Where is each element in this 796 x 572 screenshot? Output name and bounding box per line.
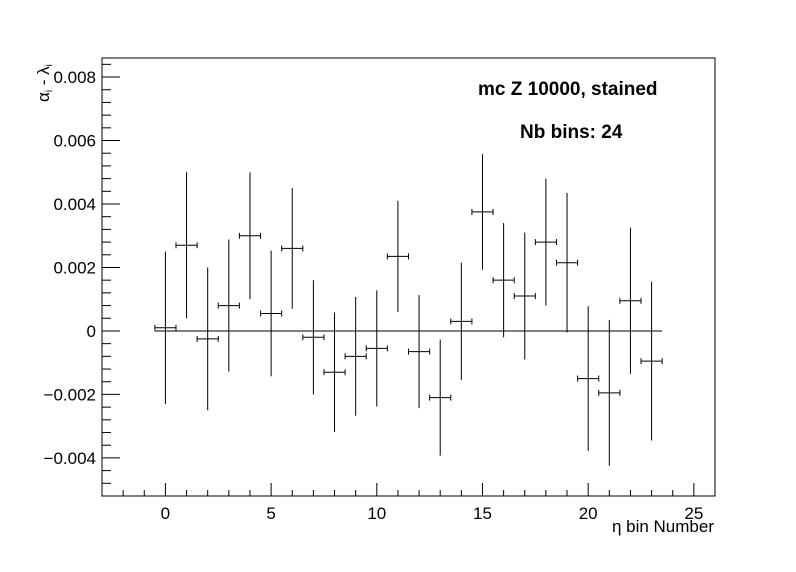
plot-frame: [101, 57, 716, 497]
y-tick-label: 0.006: [53, 132, 96, 151]
data-point: [365, 290, 388, 407]
data-point: [619, 227, 642, 374]
data-point: [640, 281, 663, 441]
y-label-sep: -: [34, 74, 53, 90]
y-tick-label: 0.008: [53, 68, 96, 87]
data-point: [344, 296, 367, 416]
y-tick-label: 0: [87, 322, 96, 341]
axes: [101, 63, 716, 496]
data-point: [260, 250, 283, 377]
data-point: [238, 172, 262, 300]
data-point: [196, 267, 219, 411]
data-point: [408, 295, 431, 409]
data-point: [175, 172, 198, 319]
tick-labels: 0 5 10 15 20 25 −0.004 −0.002 0 0.002 0.004 0.006 0.…: [44, 68, 704, 523]
data-point: [154, 251, 177, 404]
y-tick-label: 0.002: [53, 258, 96, 277]
annotation-sample: mc Z 10000, stained: [478, 79, 658, 100]
x-axis-label: η bin Number: [611, 517, 714, 536]
y-tick-label: 0.004: [53, 195, 96, 214]
y-label-lambda-sub: i: [44, 64, 55, 67]
y-label-alpha: α: [34, 92, 53, 102]
x-tick-label: 25: [684, 504, 703, 523]
data-point: [281, 188, 304, 309]
data-point: [323, 312, 346, 432]
data-point: [555, 192, 579, 333]
data-point: [429, 339, 452, 456]
x-tick-label: 15: [473, 504, 492, 523]
data-point: [577, 306, 600, 451]
data-point: [534, 178, 557, 306]
y-axis-label: αi - λi: [34, 64, 55, 102]
x-tick-label: 10: [367, 504, 386, 523]
data-point: [513, 232, 536, 360]
y-label-lambda: λ: [34, 66, 53, 75]
data-point: [492, 223, 515, 338]
y-label-alpha-sub: i: [44, 89, 55, 93]
data-points: [154, 154, 663, 466]
annotation-bins: Nb bins: 24: [520, 122, 623, 143]
data-point: [471, 154, 494, 270]
data-point: [302, 280, 325, 395]
y-tick-label: −0.004: [44, 449, 96, 468]
x-tick-label: 5: [266, 504, 275, 523]
data-point: [386, 200, 409, 312]
y-tick-label: −0.002: [44, 385, 96, 404]
data-point: [450, 262, 473, 381]
x-tick-label: 20: [579, 504, 598, 523]
x-tick-label: 0: [161, 504, 170, 523]
data-point: [598, 319, 621, 466]
data-point: [217, 239, 240, 372]
